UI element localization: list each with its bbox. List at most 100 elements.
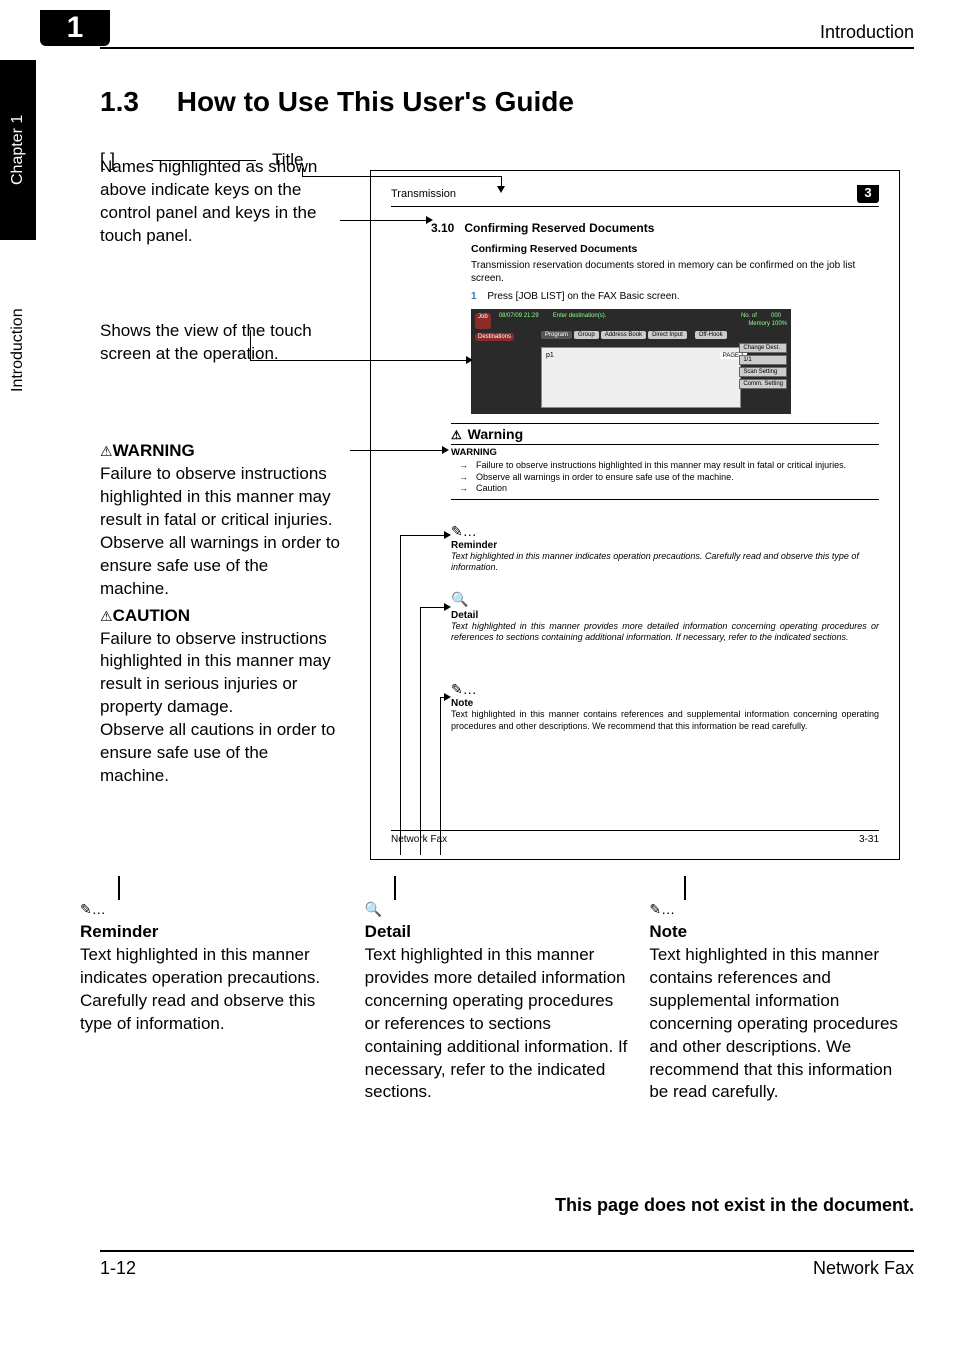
chapter-tab: 1 (40, 10, 110, 46)
mini-warning-hdr: Warning (468, 426, 523, 442)
mini-reminder-bd: Text highlighted in this manner indicate… (451, 551, 879, 574)
mini-warning-sub: WARNING (451, 447, 879, 458)
shot-btn-offhook: Off-Hook (695, 331, 727, 339)
shot-pill-job: Job (475, 313, 491, 329)
bottom-reminder-icon: ✎… (80, 900, 345, 919)
bottom-columns: ✎… Reminder Text highlighted in this man… (80, 900, 914, 1104)
mini-section-title: Confirming Reserved Documents (464, 221, 654, 235)
shot-btn-program: Program (541, 331, 572, 339)
header-line (100, 47, 914, 49)
mini-note-icon: ✎… (451, 681, 879, 698)
caution-icon: ⚠ (100, 608, 113, 624)
mini-detail-hd: Detail (451, 610, 879, 621)
left-block-keys: Names highlighted as shown above indicat… (100, 156, 340, 248)
bottom-reminder-hd: Reminder (80, 921, 345, 944)
mini-reminder-hd: Reminder (451, 540, 879, 551)
page-not-exist-note: This page does not exist in the document… (100, 1195, 914, 1216)
mini-note-bd: Text highlighted in this manner contains… (451, 709, 879, 732)
shot-sbtn-comm: Comm. Setting (739, 379, 787, 389)
mini-warning-list: →Failure to observe instructions highlig… (451, 460, 879, 500)
bottom-detail-bd: Text highlighted in this manner provides… (365, 944, 630, 1105)
mini-warn-item-2: Caution (476, 483, 507, 495)
shot-btn-group: Group (574, 331, 599, 339)
mini-note: ✎… Note Text highlighted in this manner … (451, 681, 879, 732)
mini-section-body: Transmission reservation documents store… (471, 259, 879, 285)
conn-det-h (420, 607, 444, 608)
shot-date: 08/07/09 21:29 (499, 313, 539, 329)
bottom-col-detail: 🔍 Detail Text highlighted in this manner… (365, 900, 630, 1104)
header-right: Introduction (820, 22, 914, 43)
footer-page-num: 1-12 (100, 1258, 136, 1279)
bottom-detail-icon: 🔍 (365, 900, 630, 919)
conn-lb3 (350, 450, 442, 451)
footer-line (100, 1250, 914, 1252)
mini-section-sub: Confirming Reserved Documents (471, 243, 879, 255)
bottom-note-icon: ✎… (649, 900, 914, 919)
footer-doc-name: Network Fax (813, 1258, 914, 1279)
shot-sbtn-page: 1/1 (739, 355, 787, 365)
arrow-det (444, 603, 451, 611)
conn-title-v (302, 168, 303, 176)
left-block-screenview: Shows the view of the touch screen at th… (100, 320, 340, 366)
mini-header: Transmission 3 (391, 185, 879, 207)
shot-sbtn-change: Change Dest. (739, 343, 787, 353)
mini-reminder-icon: ✎… (451, 523, 879, 540)
mini-detail-bd: Text highlighted in this manner provides… (451, 621, 879, 644)
conn-lb2v (250, 330, 251, 360)
side-chapter-text: Chapter 1 (0, 60, 36, 240)
mini-detail-icon: 🔍 (451, 591, 879, 608)
shot-p1: p1 (546, 352, 554, 359)
bottom-detail-hd: Detail (365, 921, 630, 944)
mini-step1: 1 Press [JOB LIST] on the FAX Basic scre… (471, 291, 879, 302)
shot-topbar: Job 08/07/09 21:29 Enter destination(s).… (475, 313, 787, 329)
conn-title-v2 (501, 176, 502, 186)
shot-mem: Memory 100% (748, 321, 787, 327)
conn-lb1 (340, 220, 426, 221)
warning-body: Failure to observe instructions highligh… (100, 463, 340, 601)
left-block-warnings: ⚠WARNING Failure to observe instructions… (100, 440, 340, 788)
mini-page: Transmission 3 3.10 Confirming Reserved … (370, 170, 900, 860)
vmark-reminder (118, 876, 120, 900)
bottom-col-note: ✎… Note Text highlighted in this manner … (649, 900, 914, 1104)
shot-dest-label: Destinations (475, 333, 514, 341)
arrow-lb3 (442, 446, 449, 454)
conn-title-h (302, 176, 502, 177)
conn-rem-v (400, 535, 401, 855)
warning-label: WARNING (113, 441, 195, 460)
mini-header-left: Transmission (391, 188, 456, 200)
side-chapter-label: Chapter 1 (0, 60, 36, 240)
shot-btn-direct: Direct Input (648, 331, 687, 339)
conn-note-v (440, 697, 441, 855)
section-heading: How to Use This User's Guide (177, 86, 574, 117)
shot-side-buttons: Change Dest. 1/1 Scan Setting Comm. Sett… (739, 343, 787, 389)
shot-btn-address: Address Book (601, 331, 646, 339)
mini-warn-item-0: Failure to observe instructions highligh… (476, 460, 846, 472)
vmark-detail (394, 876, 396, 900)
mini-screenshot: Job 08/07/09 21:29 Enter destination(s).… (471, 309, 791, 414)
caution-label: CAUTION (113, 606, 190, 625)
side-column: Chapter 1 Introduction (0, 60, 36, 460)
mini-footer: Network Fax 3-31 (391, 830, 879, 845)
bottom-reminder-bd: Text highlighted in this manner indicate… (80, 944, 345, 1036)
mini-warn-item-1: Observe all warnings in order to ensure … (476, 472, 734, 484)
page: 1 Introduction Chapter 1 Introduction 1.… (0, 0, 954, 1352)
shot-msg: Enter destination(s). (553, 313, 607, 329)
mini-footer-right: 3-31 (859, 834, 879, 845)
bottom-note-bd: Text highlighted in this manner contains… (649, 944, 914, 1105)
mini-detail: 🔍 Detail Text highlighted in this manner… (451, 591, 879, 644)
side-section-label: Introduction (0, 260, 36, 440)
warning-icon: ⚠ (100, 443, 113, 459)
mini-reminder: ✎… Reminder Text highlighted in this man… (451, 523, 879, 574)
conn-det-v (420, 607, 421, 855)
mini-note-hd: Note (451, 698, 879, 709)
mini-step1-num: 1 (471, 291, 477, 302)
arrow-rem (444, 531, 451, 539)
arrow-note (444, 693, 451, 701)
vmark-note (684, 876, 686, 900)
side-section-text: Introduction (0, 260, 36, 440)
mini-header-badge: 3 (857, 185, 879, 203)
shot-main-area: p1 (541, 347, 741, 408)
mini-step1-text: Press [JOB LIST] on the FAX Basic screen… (487, 291, 679, 302)
section-title: 1.3 How to Use This User's Guide (100, 86, 574, 118)
mini-section-num: 3.10 (431, 221, 454, 235)
